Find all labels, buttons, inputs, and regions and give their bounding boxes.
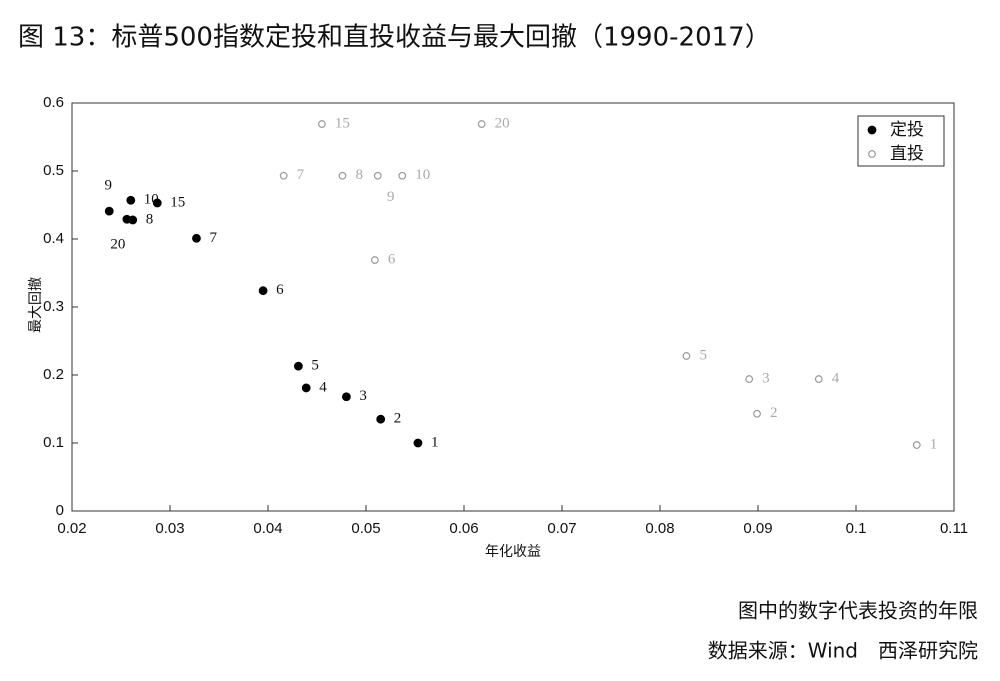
point bbox=[338, 171, 347, 180]
point-label: 9 bbox=[387, 189, 395, 205]
point bbox=[152, 198, 162, 208]
x-tick-label: 0.07 bbox=[547, 520, 576, 537]
point bbox=[258, 286, 268, 296]
point bbox=[682, 352, 691, 360]
note: 图中的数字代表投资的年限 bbox=[738, 599, 978, 623]
point-label: 2 bbox=[394, 411, 402, 427]
point bbox=[373, 171, 382, 180]
point bbox=[753, 409, 761, 418]
point bbox=[376, 414, 386, 424]
x-tick-label: 0.06 bbox=[449, 520, 478, 537]
point-label: 20 bbox=[110, 237, 125, 253]
legend-marker bbox=[868, 150, 876, 158]
point bbox=[912, 441, 921, 449]
x-tick-label: 0.08 bbox=[645, 520, 674, 537]
point-label: 7 bbox=[209, 230, 217, 246]
point-label: 7 bbox=[297, 167, 305, 183]
point bbox=[192, 233, 201, 243]
point bbox=[745, 375, 754, 383]
point bbox=[126, 195, 136, 205]
point bbox=[477, 120, 486, 128]
point-label: 6 bbox=[388, 252, 396, 268]
point-label: 1 bbox=[431, 434, 439, 450]
y-tick-label: 0.4 bbox=[43, 230, 64, 247]
source: 数据来源：Wind 西泽研究院 bbox=[708, 639, 978, 663]
point-label: 5 bbox=[699, 347, 707, 363]
x-tick-label: 0.04 bbox=[253, 520, 282, 537]
point-label: 4 bbox=[832, 371, 840, 387]
legend-label: 定投 bbox=[890, 120, 924, 140]
point-label: 3 bbox=[359, 388, 367, 404]
legend-marker bbox=[867, 125, 877, 135]
point-label: 8 bbox=[146, 211, 154, 227]
point bbox=[398, 171, 407, 180]
x-tick-label: 0.09 bbox=[743, 520, 772, 537]
y-tick-label: 0.1 bbox=[43, 434, 64, 451]
point-label: 15 bbox=[170, 194, 185, 210]
point-label: 3 bbox=[762, 371, 770, 387]
point bbox=[104, 206, 114, 216]
point bbox=[293, 361, 303, 371]
point-label: 2 bbox=[770, 405, 778, 421]
y-tick-label: 0.3 bbox=[43, 298, 64, 315]
point bbox=[814, 375, 823, 383]
point-label: 9 bbox=[104, 178, 112, 194]
y-tick-label: 0 bbox=[56, 502, 64, 519]
legend-label: 直投 bbox=[890, 144, 924, 164]
point-label: 6 bbox=[276, 282, 284, 298]
x-tick-label: 0.03 bbox=[155, 520, 184, 537]
y-axis-label: 最大回撤 bbox=[28, 277, 44, 333]
x-axis-label: 年化收益 bbox=[485, 544, 541, 560]
y-tick-label: 0.2 bbox=[43, 366, 64, 383]
y-tick-label: 0.5 bbox=[43, 162, 64, 179]
plot-frame bbox=[71, 102, 955, 512]
x-tick-label: 0.11 bbox=[940, 520, 968, 537]
point-label: 1 bbox=[930, 436, 938, 452]
point bbox=[370, 256, 379, 264]
point bbox=[279, 171, 288, 180]
x-tick-label: 0.05 bbox=[351, 520, 380, 537]
point-label: 20 bbox=[495, 116, 510, 132]
point-label: 5 bbox=[311, 358, 319, 374]
point bbox=[122, 214, 132, 224]
point-label: 4 bbox=[319, 379, 327, 395]
point bbox=[318, 120, 326, 128]
x-tick-label: 0.02 bbox=[57, 520, 86, 537]
y-tick-label: 0.6 bbox=[43, 94, 64, 111]
point bbox=[301, 383, 311, 393]
x-tick-label: 0.1 bbox=[846, 520, 867, 537]
point bbox=[413, 438, 423, 448]
point-label: 15 bbox=[335, 116, 350, 132]
point bbox=[342, 392, 351, 402]
point-label: 8 bbox=[355, 167, 363, 183]
chart-title: 图 13：标普500指数定投和直投收益与最大回撤（1990-2017） bbox=[18, 23, 771, 53]
point-label: 10 bbox=[415, 167, 430, 183]
